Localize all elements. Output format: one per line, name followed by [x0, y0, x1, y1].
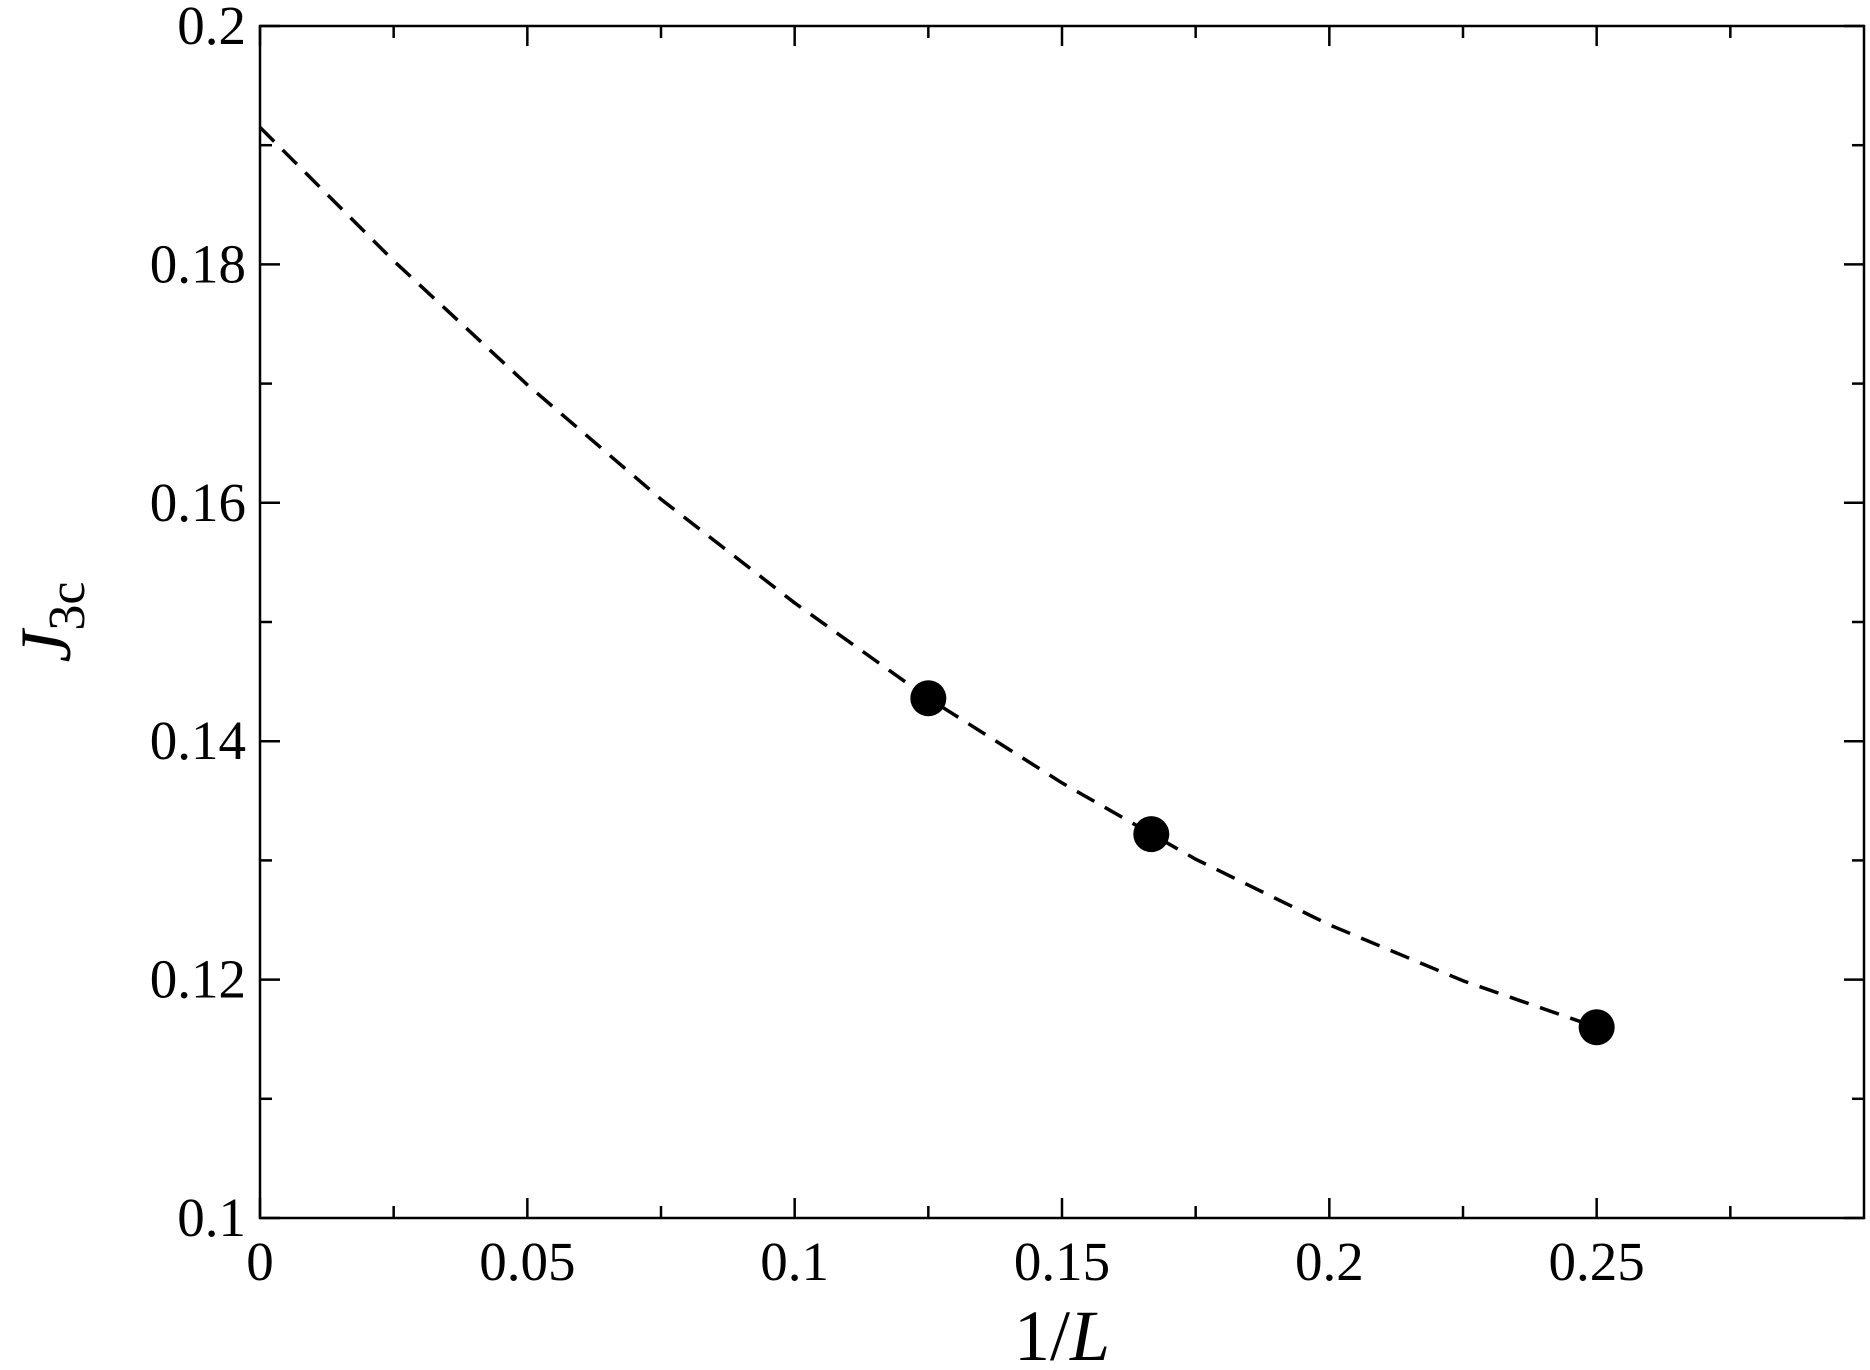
y-label-part: J [6, 628, 86, 663]
y-tick-label: 0.12 [150, 949, 246, 1010]
x-tick-label: 0.05 [479, 1231, 575, 1292]
y-tick-label: 0.16 [150, 472, 246, 533]
x-tick-label: 0.2 [1295, 1231, 1364, 1292]
y-tick-label: 0.1 [177, 1187, 246, 1248]
data-point [1133, 816, 1170, 853]
x-tick-label: 0.1 [760, 1231, 829, 1292]
y-tick-label: 0.2 [177, 0, 246, 56]
x-label-part: 1/ [1014, 1296, 1070, 1370]
x-axis-label: 1/L [1014, 1296, 1110, 1370]
y-axis-label: J3c [6, 581, 96, 662]
x-tick-label: 0 [246, 1231, 274, 1292]
x-tick-label: 0.15 [1014, 1231, 1110, 1292]
plot-frame [258, 24, 1866, 1220]
y-label-part: 3c [39, 581, 96, 630]
y-tick-label: 0.18 [150, 233, 246, 294]
data-point [1578, 1009, 1615, 1046]
fit-line [258, 126, 1598, 1029]
x-label-part: L [1069, 1296, 1110, 1370]
x-tick-label: 0.25 [1549, 1231, 1645, 1292]
y-tick-label: 0.14 [150, 710, 246, 771]
